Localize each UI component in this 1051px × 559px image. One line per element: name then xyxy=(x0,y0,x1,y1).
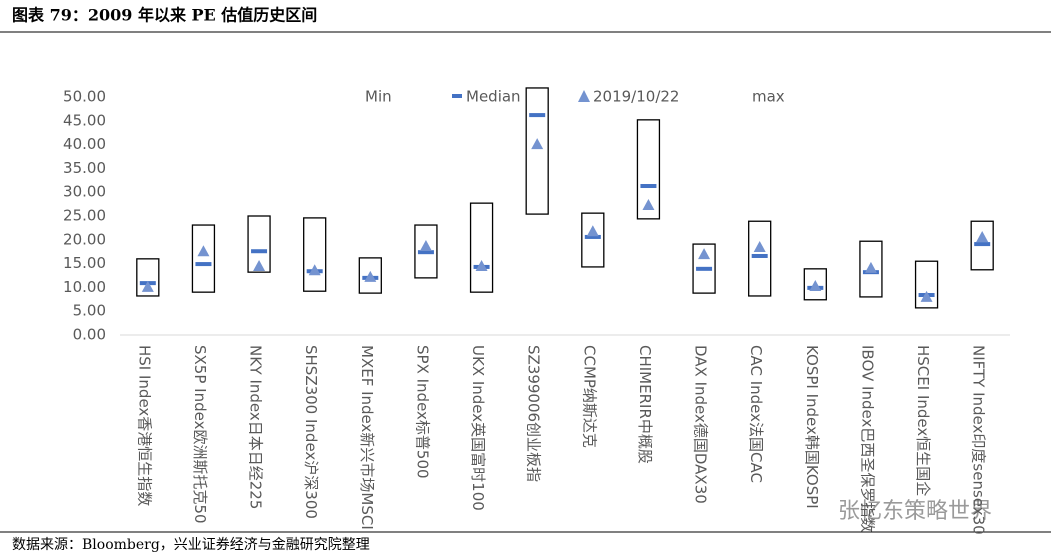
x-tick-label: IBOV Index巴西圣保罗指数 xyxy=(858,345,876,532)
y-tick-label: 20.00 xyxy=(63,230,106,248)
y-tick-label: 35.00 xyxy=(63,159,106,177)
median-mark xyxy=(251,249,268,254)
current-mark xyxy=(642,199,655,211)
median-mark xyxy=(584,234,601,239)
x-tick-label: MXEF Index新兴市场MSCI xyxy=(358,345,376,530)
legend-swatch xyxy=(578,90,590,102)
x-tick-label: CHIMERIR中概股 xyxy=(636,345,654,464)
range-box xyxy=(414,224,438,279)
range-box xyxy=(692,243,716,294)
y-tick-label: 5.00 xyxy=(73,302,106,320)
x-tick-label: NKY Index日本日经225 xyxy=(247,345,265,509)
current-mark xyxy=(698,248,711,260)
current-mark xyxy=(141,280,154,292)
y-tick-label: 30.00 xyxy=(63,183,106,201)
current-mark xyxy=(475,259,488,271)
x-tick-label: CAC Index法国CAC xyxy=(747,345,765,483)
x-tick-label: HSCEI Index恒生国企 xyxy=(914,345,932,496)
y-tick-label: 45.00 xyxy=(63,111,106,129)
range-box xyxy=(247,215,271,273)
range-box xyxy=(970,220,994,271)
y-tick-label: 0.00 xyxy=(73,326,106,344)
legend-label: Min xyxy=(365,88,392,106)
x-tick-label: HSI Index香港恒生指数 xyxy=(135,345,153,506)
legend-swatch xyxy=(452,94,462,98)
range-box xyxy=(581,212,605,268)
y-tick-label: 25.00 xyxy=(63,207,106,225)
range-box xyxy=(636,119,661,220)
y-tick-label: 40.00 xyxy=(63,135,106,153)
x-tick-label: SHSZ300 Index沪深300 xyxy=(302,345,320,519)
range-box xyxy=(191,224,216,293)
current-mark xyxy=(308,264,321,276)
range-box xyxy=(914,260,939,309)
current-mark xyxy=(364,270,377,282)
footer: 数据来源：Bloomberg，兴业证券经济与金融研究院整理 xyxy=(12,537,370,553)
x-tick-label: KOSPI Index韩国KOSPI xyxy=(803,345,821,509)
current-mark xyxy=(586,225,599,237)
median-mark xyxy=(195,262,212,267)
x-tick-label: SPX Index标普500 xyxy=(413,345,431,479)
x-tick-label: SZ399006创业板指 xyxy=(525,345,543,482)
range-box xyxy=(803,268,827,301)
current-mark xyxy=(976,230,989,242)
x-tick-label: SX5P Index欧洲斯托克50 xyxy=(191,345,209,524)
median-mark xyxy=(640,184,657,189)
watermark: 张忆东策略世界 xyxy=(838,499,992,524)
range-box xyxy=(748,220,772,297)
y-tick-label: 10.00 xyxy=(63,278,106,296)
current-mark xyxy=(809,279,822,291)
median-mark xyxy=(974,242,991,247)
y-tick-label: 50.00 xyxy=(63,88,106,106)
current-mark xyxy=(920,290,933,302)
legend-label: Median xyxy=(466,88,521,106)
legend-label: 2019/10/22 xyxy=(593,88,679,106)
range-box xyxy=(303,217,327,292)
median-mark xyxy=(751,253,768,258)
x-tick-label: CCMP纳斯达克 xyxy=(580,345,598,448)
header: 图表 79：2009 年以来 PE 估值历史区间 xyxy=(12,6,317,25)
current-mark xyxy=(419,239,432,251)
x-tick-label: DAX Index德国DAX30 xyxy=(692,345,710,504)
y-tick-label: 15.00 xyxy=(63,254,106,272)
current-mark xyxy=(197,245,210,257)
legend-label: max xyxy=(752,88,785,106)
current-mark xyxy=(864,261,877,273)
median-mark xyxy=(529,113,546,118)
range-box xyxy=(358,257,382,294)
range-box xyxy=(469,202,494,293)
x-tick-label: NIFTY Index印度sensex30 xyxy=(970,345,988,535)
range-box xyxy=(859,240,883,298)
range-box xyxy=(136,258,160,297)
median-mark xyxy=(417,250,434,255)
current-mark xyxy=(253,259,266,271)
median-mark xyxy=(696,266,713,271)
x-tick-label: UKX Index英国富时100 xyxy=(469,345,487,511)
current-mark xyxy=(531,138,544,150)
current-mark xyxy=(753,240,766,252)
range-box xyxy=(525,87,549,215)
